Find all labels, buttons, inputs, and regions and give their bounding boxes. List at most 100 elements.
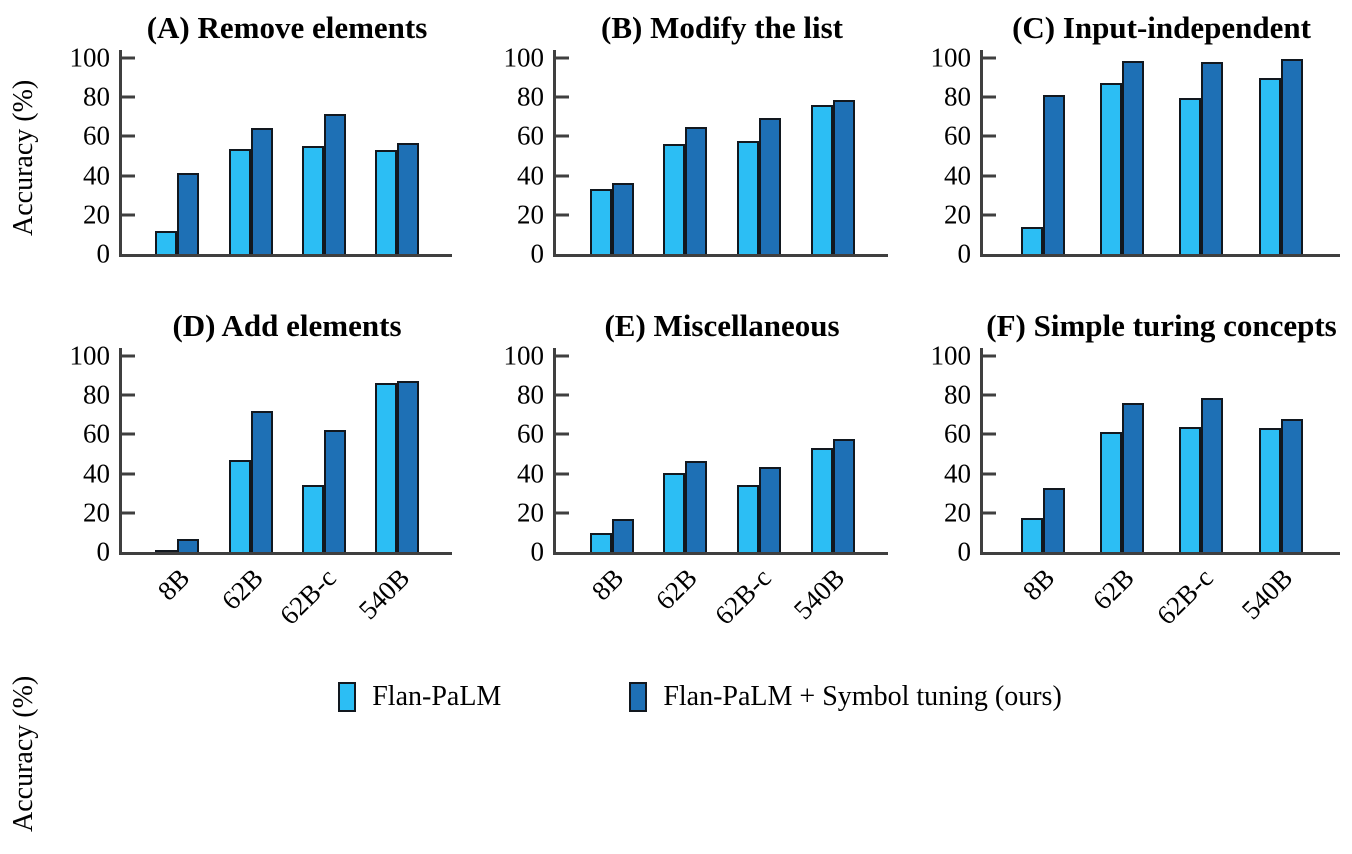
x-tick-label-text: 540B: [1235, 562, 1299, 626]
y-tick-label: 40: [944, 160, 971, 191]
y-tick-mark: [983, 134, 996, 138]
bar-62b-flan-palm: [1100, 83, 1123, 254]
panel-title: (A) Remove elements: [146, 10, 428, 45]
bar-62b-c-flan-palm: [1179, 426, 1202, 552]
y-tick-label: 80: [517, 81, 544, 112]
y-tick-label: 20: [944, 497, 971, 528]
y-tick-label: 40: [83, 160, 110, 191]
bar-62b-flan-palm: [228, 149, 251, 254]
plot-area: 0 20 40 60 80 100: [70, 44, 452, 267]
plot-area: 0 20 40 60 80 100 8B 62B 62B-c 540B: [931, 342, 1340, 630]
panel-f: (F) Simple turing concepts 0 20 40 60 80 100 8B…: [896, 290, 1352, 662]
bar-62b-c-symbol-tuning: [1201, 398, 1224, 552]
bar-62b-c-symbol-tuning: [759, 117, 782, 254]
y-tick-label: 100: [69, 42, 111, 73]
y-tick-label: 60: [83, 120, 110, 151]
bar-8b-symbol-tuning: [611, 518, 634, 552]
y-tick-label: 0: [957, 238, 972, 269]
bar-62b-c-flan-palm: [1179, 98, 1202, 254]
y-tick-label: 80: [83, 379, 110, 410]
bar-540b-symbol-tuning: [832, 439, 855, 552]
y-tick-label: 60: [517, 120, 544, 151]
y-tick-label: 100: [930, 42, 972, 73]
bar-540b-symbol-tuning: [832, 100, 855, 254]
y-tick-label: 100: [69, 340, 111, 371]
y-tick-mark: [983, 472, 996, 476]
charts-grid: (A) Remove elements 0 20 40 60 80 100 Accuracy …: [8, 0, 1352, 832]
y-tick-label: 0: [530, 536, 545, 567]
y-tick-label: 40: [517, 458, 544, 489]
y-tick-mark: [983, 354, 996, 358]
bar-62b-flan-palm: [1100, 432, 1123, 552]
bar-8b-flan-palm: [589, 189, 612, 254]
y-axis-spine: [980, 348, 983, 555]
bar-540b-symbol-tuning: [1280, 58, 1303, 254]
panel-title: (C) Input-independent: [1012, 10, 1311, 45]
bar-540b-flan-palm: [1258, 427, 1281, 552]
bar-540b-symbol-tuning: [397, 143, 420, 254]
y-tick-mark: [122, 56, 135, 60]
y-tick-mark: [983, 95, 996, 99]
bar-8b-flan-palm: [155, 231, 178, 254]
bar-8b-flan-palm: [155, 550, 178, 552]
x-tick-label-text: 8B: [1017, 562, 1061, 607]
bar-540b-symbol-tuning: [397, 380, 420, 552]
y-tick-label: 60: [944, 418, 971, 449]
y-axis-label: Accuracy (%): [8, 79, 39, 237]
bar-62b-symbol-tuning: [1122, 60, 1145, 254]
y-tick-label: 60: [517, 418, 544, 449]
bar-540b-flan-palm: [810, 105, 833, 254]
y-tick-label: 80: [83, 81, 110, 112]
legend-item-symbol-tuning: Flan-PaLM + Symbol tuning (ours): [629, 681, 1062, 713]
y-tick-label: 20: [83, 199, 110, 230]
panel-c: (C) Input-independent 0 20 40 60 80 100: [896, 0, 1352, 290]
panel-title: (D) Add elements: [172, 308, 402, 343]
x-tick-label-text: 62B: [1086, 562, 1141, 616]
x-tick-label-text: 62B-c: [709, 562, 777, 631]
y-tick-mark: [556, 56, 569, 60]
plot-area: 0 20 40 60 80 100 8B 62B 62B-c 540B: [504, 342, 888, 630]
y-tick-mark: [556, 174, 569, 178]
panel-title: (F) Simple turing concepts: [986, 308, 1337, 343]
bar-62b-flan-palm: [228, 459, 251, 552]
x-tick-label-text: 540B: [788, 562, 851, 626]
plot-area: 0 20 40 60 80 100: [931, 44, 1340, 267]
y-tick-label: 20: [517, 199, 544, 230]
legend-label-symbol-tuning: Flan-PaLM + Symbol tuning (ours): [663, 681, 1062, 712]
y-tick-label: 80: [944, 379, 971, 410]
y-tick-mark: [556, 95, 569, 99]
y-axis-spine: [980, 50, 983, 257]
y-tick-label: 0: [96, 238, 111, 269]
y-axis-spine: [119, 348, 122, 555]
bar-8b-symbol-tuning: [1042, 95, 1065, 254]
plot-area: 0 20 40 60 80 100 8B 62B 62B-c 540B: [70, 342, 452, 630]
x-tick-label-text: 62B-c: [273, 562, 342, 631]
y-tick-mark: [122, 174, 135, 178]
y-tick-mark: [556, 511, 569, 515]
panel-title: (E) Miscellaneous: [604, 308, 840, 343]
panel-e: (E) Miscellaneous 0 20 40 60 80 100 8B 62B 62B-c 5…: [456, 290, 896, 662]
y-tick-label: 80: [944, 81, 971, 112]
y-tick-label: 60: [944, 120, 971, 151]
y-axis-spine: [553, 348, 556, 555]
x-tick-label-text: 8B: [586, 562, 630, 607]
bar-62b-flan-palm: [663, 472, 686, 552]
y-tick-mark: [122, 213, 135, 217]
y-tick-mark: [983, 174, 996, 178]
y-tick-label: 100: [930, 340, 972, 371]
bar-540b-flan-palm: [1258, 77, 1281, 254]
bar-62b-c-flan-palm: [737, 141, 760, 254]
bar-540b-flan-palm: [375, 383, 398, 552]
y-tick-mark: [122, 354, 135, 358]
y-tick-mark: [556, 432, 569, 436]
legend-label-flan-palm: Flan-PaLM: [372, 681, 502, 712]
bar-8b-symbol-tuning: [1042, 488, 1065, 552]
bar-62b-symbol-tuning: [1122, 403, 1145, 552]
y-tick-mark: [556, 354, 569, 358]
y-tick-label: 100: [503, 340, 545, 371]
y-tick-label: 100: [503, 42, 545, 73]
bar-62b-flan-palm: [663, 144, 686, 254]
y-tick-mark: [556, 472, 569, 476]
y-tick-label: 40: [517, 160, 544, 191]
bar-8b-flan-palm: [1020, 517, 1043, 552]
